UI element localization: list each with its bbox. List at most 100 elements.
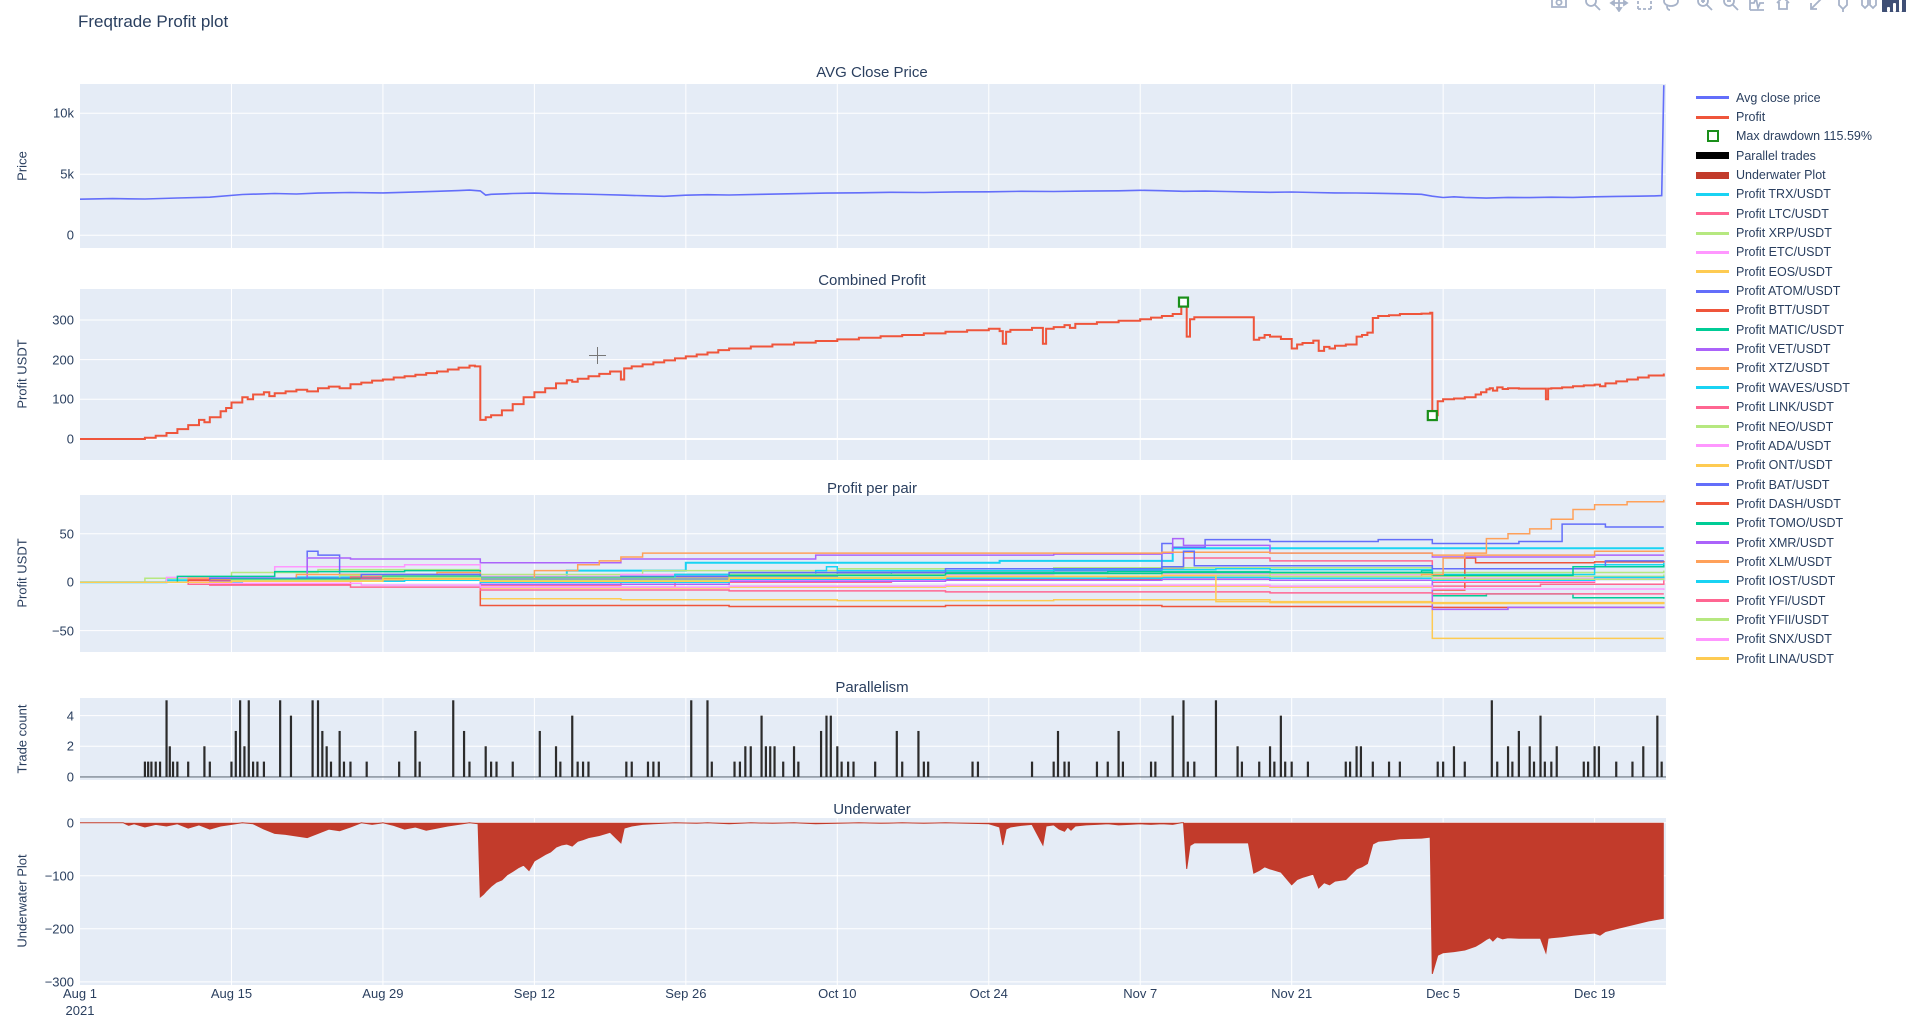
legend-item-profit-yfii-usdt[interactable]: Profit YFII/USDT xyxy=(1696,610,1872,629)
subplot-0[interactable] xyxy=(80,84,1666,248)
legend-swatch-icon xyxy=(1696,637,1729,641)
series-profit-lina-usdt xyxy=(80,574,1665,605)
legend-item-avg-close-price[interactable]: Avg close price xyxy=(1696,88,1872,107)
legend-item-profit-lina-usdt[interactable]: Profit LINA/USDT xyxy=(1696,649,1872,668)
x-tick-label: Aug 1 2021 xyxy=(63,986,97,1018)
legend-swatch-mark xyxy=(1696,289,1729,293)
subplot-2[interactable] xyxy=(80,495,1666,652)
legend-item-profit-xlm-usdt[interactable]: Profit XLM/USDT xyxy=(1696,552,1872,571)
legend-item-profit-ltc-usdt[interactable]: Profit LTC/USDT xyxy=(1696,204,1872,223)
trade-count-bar xyxy=(251,761,255,777)
y-tick-label: 0 xyxy=(66,769,74,785)
plot-area-1[interactable] xyxy=(80,289,1666,460)
legend-swatch-icon xyxy=(1696,250,1729,254)
lasso-select-icon[interactable] xyxy=(1658,0,1684,12)
legend-label: Profit XRP/USDT xyxy=(1736,226,1832,241)
legend-swatch-mark xyxy=(1696,386,1729,390)
legend-item-profit-link-usdt[interactable]: Profit LINK/USDT xyxy=(1696,398,1872,417)
legend-item-profit-iost-usdt[interactable]: Profit IOST/USDT xyxy=(1696,572,1872,591)
toggle-spikelines-icon[interactable] xyxy=(1804,0,1830,12)
box-select-icon[interactable] xyxy=(1632,0,1658,12)
legend-item-profit-eos-usdt[interactable]: Profit EOS/USDT xyxy=(1696,262,1872,281)
hover-compare-icon[interactable] xyxy=(1856,0,1882,12)
trade-count-bar xyxy=(1240,761,1244,777)
pan-icon[interactable] xyxy=(1606,0,1632,12)
zoom-icon[interactable] xyxy=(1580,0,1606,12)
legend-item-profit-ont-usdt[interactable]: Profit ONT/USDT xyxy=(1696,456,1872,475)
trade-count-bar xyxy=(782,761,785,777)
legend-item-profit-xtz-usdt[interactable]: Profit XTZ/USDT xyxy=(1696,359,1872,378)
hover-closest-icon[interactable] xyxy=(1830,0,1856,12)
trade-count-bar xyxy=(495,761,498,777)
y-tick-label: 0 xyxy=(66,815,74,831)
trade-count-bar xyxy=(922,761,925,777)
legend-item-underwater-plot[interactable]: Underwater Plot xyxy=(1696,165,1872,184)
subplot-4[interactable] xyxy=(80,818,1666,985)
trade-count-bar xyxy=(901,761,904,777)
page-title: Freqtrade Profit plot xyxy=(78,12,229,31)
y-tick-label: 300 xyxy=(52,312,74,328)
zoom-out-icon[interactable] xyxy=(1718,0,1744,12)
trade-count-bar xyxy=(744,746,747,777)
legend-swatch-mark xyxy=(1696,502,1729,506)
legend-item-profit-xmr-usdt[interactable]: Profit XMR/USDT xyxy=(1696,533,1872,552)
legend-item-profit-waves-usdt[interactable]: Profit WAVES/USDT xyxy=(1696,378,1872,397)
series-underwater-plot xyxy=(80,822,1664,975)
y-tick-label: −100 xyxy=(44,868,74,884)
legend-item-profit-btt-usdt[interactable]: Profit BTT/USDT xyxy=(1696,301,1872,320)
legend-item-profit-bat-usdt[interactable]: Profit BAT/USDT xyxy=(1696,475,1872,494)
legend-swatch-mark xyxy=(1696,308,1729,312)
trade-count-bar xyxy=(690,700,693,777)
y-tick-label: −300 xyxy=(44,974,74,990)
series-profit-bat-usdt xyxy=(80,550,1664,583)
legend-swatch-icon xyxy=(1696,502,1729,506)
series-profit-snx-usdt xyxy=(80,581,1665,590)
plot-area-4[interactable] xyxy=(80,818,1666,985)
modebar xyxy=(1546,0,1906,12)
legend-item-parallel-trades[interactable]: Parallel trades xyxy=(1696,146,1872,165)
trade-count-bar xyxy=(764,746,767,777)
zoom-in-icon[interactable] xyxy=(1692,0,1718,12)
trade-count-bar xyxy=(571,715,574,777)
legend-item-profit-dash-usdt[interactable]: Profit DASH/USDT xyxy=(1696,494,1872,513)
legend-label: Profit DASH/USDT xyxy=(1736,496,1841,511)
legend-item-profit-snx-usdt[interactable]: Profit SNX/USDT xyxy=(1696,630,1872,649)
trade-count-bar xyxy=(1149,761,1153,777)
download-png-icon[interactable] xyxy=(1546,0,1572,12)
trade-count-bar xyxy=(342,761,346,777)
legend-item-profit[interactable]: Profit xyxy=(1696,107,1872,126)
legend-item-profit-matic-usdt[interactable]: Profit MATIC/USDT xyxy=(1696,320,1872,339)
legend-label: Profit MATIC/USDT xyxy=(1736,322,1845,337)
legend-swatch-mark xyxy=(1696,405,1729,409)
legend-item-profit-etc-usdt[interactable]: Profit ETC/USDT xyxy=(1696,243,1872,262)
legend-item-profit-yfi-usdt[interactable]: Profit YFI/USDT xyxy=(1696,591,1872,610)
legend-swatch-mark xyxy=(1696,192,1729,196)
legend-swatch-icon xyxy=(1696,270,1729,274)
trade-count-bar xyxy=(1615,761,1618,777)
legend-item-max-drawdown-115-59-[interactable]: Max drawdown 115.59% xyxy=(1696,127,1872,146)
plot-area-0[interactable] xyxy=(80,84,1666,248)
legend-item-profit-ada-usdt[interactable]: Profit ADA/USDT xyxy=(1696,436,1872,455)
legend-item-profit-neo-usdt[interactable]: Profit NEO/USDT xyxy=(1696,417,1872,436)
legend-swatch-icon xyxy=(1696,483,1729,487)
max-drawdown-marker xyxy=(1177,296,1190,308)
trade-count-bar xyxy=(1236,746,1239,777)
legend-item-profit-vet-usdt[interactable]: Profit VET/USDT xyxy=(1696,339,1872,358)
trade-count-bar xyxy=(203,746,206,777)
subplot-3[interactable] xyxy=(80,698,1666,780)
legend-item-profit-xrp-usdt[interactable]: Profit XRP/USDT xyxy=(1696,223,1872,242)
trade-count-bar xyxy=(1154,761,1157,777)
trade-count-bar xyxy=(1543,761,1546,777)
trade-count-bar xyxy=(187,761,190,777)
legend-item-profit-trx-usdt[interactable]: Profit TRX/USDT xyxy=(1696,185,1872,204)
reset-axes-icon[interactable] xyxy=(1770,0,1796,12)
legend-swatch-mark xyxy=(1696,366,1729,370)
subplot-1[interactable] xyxy=(80,289,1666,460)
legend-item-profit-tomo-usdt[interactable]: Profit TOMO/USDT xyxy=(1696,514,1872,533)
legend-swatch-icon xyxy=(1696,579,1729,583)
plotly-logo-icon[interactable] xyxy=(1882,0,1906,12)
legend-item-profit-atom-usdt[interactable]: Profit ATOM/USDT xyxy=(1696,281,1872,300)
trade-count-bar xyxy=(971,761,974,777)
autoscale-icon[interactable] xyxy=(1744,0,1770,12)
